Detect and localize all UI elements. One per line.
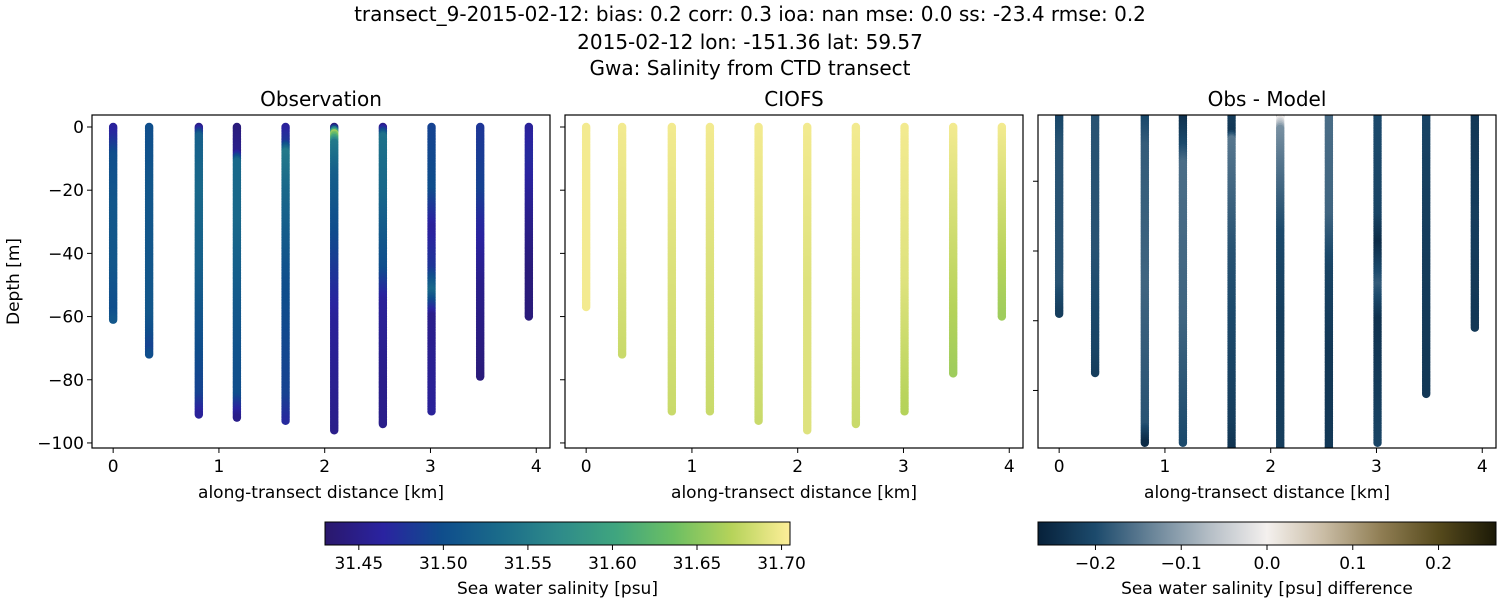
y-tick-label: −60 <box>48 308 84 328</box>
obs-minus-model-panel: 0 1 2 3 4 Obs - Model along-transect distance … <box>1033 87 1497 503</box>
x-tick-label: 0 <box>108 457 119 477</box>
y-tick-label: −100 <box>37 434 84 454</box>
scatter-points <box>108 122 534 435</box>
x-tick-label: 0 <box>1054 457 1065 477</box>
axes-frame <box>564 114 1024 449</box>
colorbar-tick-label: 0.2 <box>1425 554 1452 574</box>
salinity-difference-colorbar: −0.2 −0.1 0.0 0.1 0.2 Sea water salinity [psu… <box>1037 521 1497 599</box>
colorbar-tick-label: 31.65 <box>673 554 722 574</box>
axes-frame <box>91 114 551 449</box>
salinity-colorbar: 31.45 31.50 31.55 31.60 31.65 31.70 Sea water … <box>324 521 806 599</box>
x-tick-label: 4 <box>1004 457 1015 477</box>
colorbar-label: Sea water salinity [psu] difference <box>1121 579 1413 599</box>
scatter-points <box>581 122 1007 435</box>
colorbar-tick-label: 31.45 <box>334 554 383 574</box>
y-tick-label: 0 <box>73 118 84 138</box>
x-axis-label: along-transect distance [km] <box>671 483 917 503</box>
x-tick-label: 3 <box>425 457 436 477</box>
suptitle-line-3: Gwa: Salinity from CTD transect <box>589 56 911 80</box>
y-tick-label: −40 <box>48 244 84 264</box>
x-tick-label: 3 <box>1371 457 1382 477</box>
suptitle-line-2: 2015-02-12 lon: -151.36 lat: 59.57 <box>577 30 923 54</box>
colorbar-tick-label: −0.2 <box>1075 554 1116 574</box>
observation-panel: 0 1 2 3 4 0 −20 −40 −60 −80 −100 Observation along-t… <box>4 87 551 503</box>
panel-title: CIOFS <box>764 87 823 111</box>
x-tick-label: 2 <box>319 457 330 477</box>
x-tick-label: 2 <box>792 457 803 477</box>
x-axis-label: along-transect distance [km] <box>1144 483 1390 503</box>
x-tick-label: 3 <box>898 457 909 477</box>
y-tick-label: −80 <box>48 371 84 391</box>
axes-frame <box>1037 114 1497 449</box>
x-tick-label: 4 <box>1477 457 1488 477</box>
colorbar-tick-label: 31.60 <box>588 554 637 574</box>
panel-title: Observation <box>260 87 382 111</box>
colorbar-gradient <box>324 521 791 546</box>
y-tick-label: −20 <box>48 181 84 201</box>
panel-title: Obs - Model <box>1208 87 1327 111</box>
colorbar-tick-label: 31.50 <box>419 554 468 574</box>
x-tick-label: 1 <box>687 457 698 477</box>
x-tick-label: 2 <box>1265 457 1276 477</box>
colorbar-tick-label: 31.70 <box>757 554 806 574</box>
ciofs-panel: 0 1 2 3 4 CIOFS along-transect distance [km] <box>560 87 1024 503</box>
colorbar-gradient <box>1037 521 1497 546</box>
colorbar-tick-label: 31.55 <box>504 554 553 574</box>
x-axis-label: along-transect distance [km] <box>198 483 444 503</box>
x-tick-label: 1 <box>214 457 225 477</box>
y-axis-label: Depth [m] <box>4 238 24 325</box>
x-tick-label: 4 <box>531 457 542 477</box>
x-tick-label: 1 <box>1160 457 1171 477</box>
scatter-points <box>1054 115 1480 448</box>
colorbar-tick-label: 0.1 <box>1339 554 1366 574</box>
colorbar-tick-label: −0.1 <box>1161 554 1202 574</box>
colorbar-label: Sea water salinity [psu] <box>457 579 658 599</box>
colorbar-tick-label: 0.0 <box>1253 554 1280 574</box>
x-tick-label: 0 <box>581 457 592 477</box>
suptitle-line-1: transect_9-2015-02-12: bias: 0.2 corr: 0… <box>354 2 1146 26</box>
